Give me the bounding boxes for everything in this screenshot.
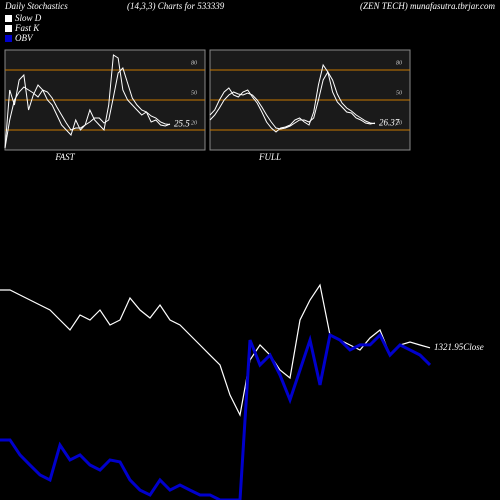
legend-entry: OBV — [15, 33, 34, 43]
y-tick-label: 20 — [191, 120, 197, 126]
last-value-label: 26.37 — [379, 118, 400, 128]
header-source: (ZEN TECH) munafasutra.tbrjar.com — [360, 1, 496, 11]
legend-entry: Fast K — [14, 23, 40, 33]
series-line — [0, 283, 431, 417]
legend-swatch — [5, 25, 12, 32]
series-line — [209, 63, 376, 133]
y-tick-label: 80 — [396, 60, 402, 66]
header-params: (14,3,3) Charts for 533339 — [127, 1, 225, 11]
y-tick-label: 50 — [396, 90, 402, 96]
series-line — [0, 332, 432, 500]
legend-swatch — [5, 15, 12, 22]
header-title: Daily Stochastics — [4, 1, 68, 11]
y-tick-label: 20 — [396, 120, 402, 126]
legend-swatch — [5, 35, 12, 42]
y-tick-label: 80 — [191, 60, 197, 66]
series-name: Close — [463, 342, 484, 352]
y-tick-label: 50 — [191, 90, 197, 96]
panel-label: FAST — [54, 152, 75, 162]
series-line — [209, 71, 376, 130]
panel-label: FULL — [258, 152, 281, 162]
series-line — [4, 67, 171, 149]
series-line — [4, 54, 171, 149]
legend-entry: Slow D — [15, 13, 42, 23]
last-value-label: 25.5 — [174, 119, 190, 129]
last-value-label: 1321.95 — [434, 342, 464, 352]
